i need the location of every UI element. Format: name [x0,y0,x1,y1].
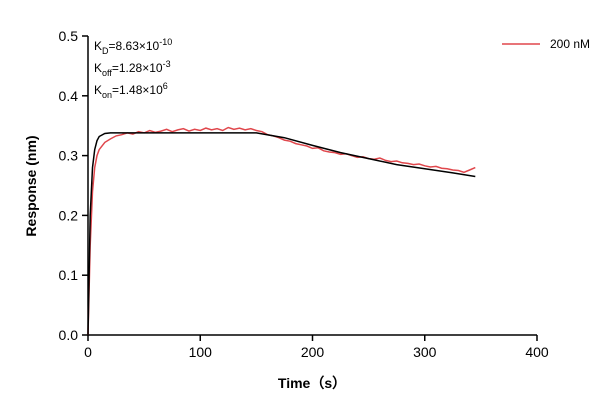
y-tick-label: 0.4 [59,88,79,104]
annotation-base: K [94,39,102,53]
annotation-text: =8.63×10 [109,39,160,53]
y-tick-label: 0.1 [59,267,79,283]
annotation-text: =1.28×10 [112,61,163,75]
data-line [87,132,476,336]
y-axis-label: Response (nm) [23,135,39,236]
annotation: Koff=1.28×10-3 [94,59,171,78]
legend-label: 200 nM [550,37,590,51]
annotation-sub: off [102,68,112,78]
annotation-sup: -3 [163,59,171,69]
x-tick-label: 300 [413,344,437,360]
annotation-sub: on [102,90,112,100]
annotation-text: =1.48×10 [112,83,163,97]
y-tick-label: 0.3 [59,148,79,164]
y-tick-label: 0.5 [59,28,79,44]
x-tick-label: 200 [301,344,325,360]
annotation: KD=8.63×10-10 [94,37,172,56]
x-tick-label: 100 [189,344,213,360]
annotation-sup: -10 [159,37,172,47]
annotation-base: K [94,61,102,75]
data-line [87,126,476,336]
x-axis-label: Time（s） [278,375,346,391]
annotation-sup: 6 [163,81,168,91]
annotation-sub: D [102,46,109,56]
annotation: Kon=1.48×106 [94,81,168,100]
y-tick-label: 0.2 [59,207,79,223]
annotation-base: K [94,83,102,97]
x-tick-label: 400 [525,344,549,360]
y-tick-label: 0.0 [59,327,79,343]
x-tick-label: 0 [84,344,92,360]
